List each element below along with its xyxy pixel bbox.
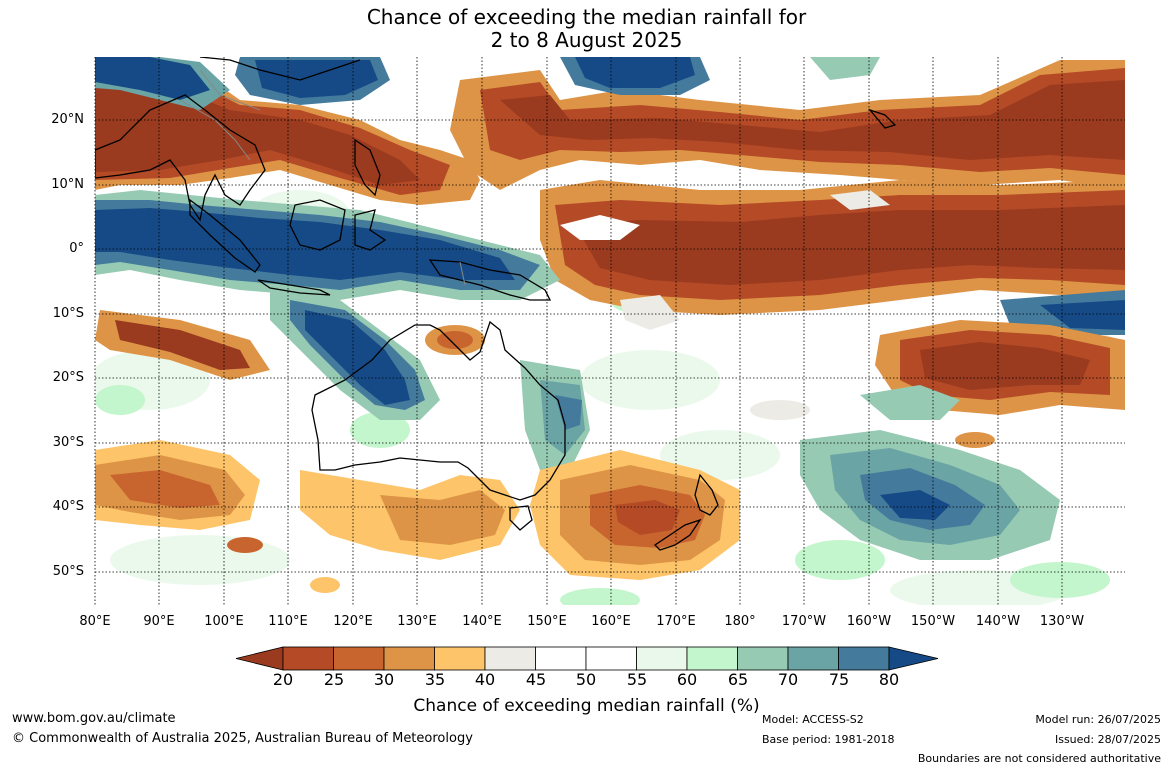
colorbar-label: Chance of exceeding median rainfall (%) <box>413 696 760 716</box>
colorbar-tick-55: 55 <box>626 670 648 689</box>
lat-label-50s: 50°S <box>52 564 84 579</box>
colorbar-extend-high <box>888 646 939 671</box>
lat-label-40s: 40°S <box>52 499 84 514</box>
colorbar-extend-low <box>235 646 284 671</box>
lon-label-150e: 150°E <box>527 614 567 629</box>
political-boundaries <box>179 69 466 286</box>
colorbar-swatch <box>434 646 486 671</box>
map-title-line1: Chance of exceeding the median rainfall … <box>366 5 807 29</box>
graticule <box>94 57 1125 605</box>
lon-label-150w: 150°W <box>910 614 956 629</box>
colorbar-tick-60: 60 <box>676 670 698 689</box>
colorbar-tick-65: 65 <box>727 670 749 689</box>
colorbar-tick-35: 35 <box>424 670 446 689</box>
lon-label-80e: 80°E <box>79 614 111 629</box>
lon-label-180: 180° <box>724 614 756 629</box>
lat-label-10n: 10°N <box>51 177 84 192</box>
colorbar-tick-75: 75 <box>828 670 850 689</box>
lon-label-130w: 130°W <box>1039 614 1085 629</box>
lon-label-140w: 140°W <box>975 614 1021 629</box>
lon-label-100e: 100°E <box>204 614 244 629</box>
colorbar-swatch <box>585 646 637 671</box>
map-title-line2: 2 to 8 August 2025 <box>490 28 683 52</box>
lat-label-0: 0° <box>69 241 84 256</box>
lon-label-130e: 130°E <box>397 614 437 629</box>
lon-label-120e: 120°E <box>333 614 373 629</box>
colorbar-swatch <box>636 646 688 671</box>
lon-label-140e: 140°E <box>462 614 502 629</box>
footer-disclaimer: Boundaries are not considered authoritat… <box>917 752 1161 765</box>
lon-label-90e: 90°E <box>143 614 175 629</box>
footer-model-run: Model run: 26/07/2025 <box>1035 713 1161 726</box>
colorbar-swatch <box>484 646 536 671</box>
lat-label-20n: 20°N <box>51 112 84 127</box>
colorbar-tick-70: 70 <box>777 670 799 689</box>
colorbar-swatch <box>686 646 738 671</box>
lon-label-170w: 170°W <box>781 614 827 629</box>
footer-model: Model: ACCESS-S2 <box>762 713 864 726</box>
colorbar-tick-30: 30 <box>373 670 395 689</box>
colorbar-tick-20: 20 <box>272 670 294 689</box>
colorbar-tick-50: 50 <box>575 670 597 689</box>
footer-issued: Issued: 28/07/2025 <box>1054 733 1161 746</box>
colorbar-swatch <box>838 646 890 671</box>
colorbar-swatch <box>737 646 789 671</box>
lon-label-110e: 110°E <box>268 614 308 629</box>
coastlines <box>95 57 897 551</box>
lon-label-160e: 160°E <box>591 614 631 629</box>
colorbar-swatch <box>535 646 587 671</box>
colorbar-tick-45: 45 <box>525 670 547 689</box>
lat-label-20s: 20°S <box>52 370 84 385</box>
lon-label-160w: 160°W <box>846 614 892 629</box>
colorbar-swatch <box>787 646 839 671</box>
colorbar-swatch <box>333 646 385 671</box>
colorbar-tick-25: 25 <box>323 670 345 689</box>
lon-label-170e: 170°E <box>656 614 696 629</box>
footer-website-link[interactable]: www.bom.gov.au/climate <box>12 711 176 726</box>
colorbar-swatch <box>282 646 334 671</box>
colorbar-swatch <box>383 646 435 671</box>
map-field <box>95 57 1125 605</box>
rainfall-map <box>94 57 1125 671</box>
colorbar-tick-80: 80 <box>878 670 900 689</box>
footer-base-period: Base period: 1981-2018 <box>762 733 895 746</box>
lat-label-10s: 10°S <box>52 306 84 321</box>
footer-copyright: © Commonwealth of Australia 2025, Austra… <box>12 731 473 746</box>
colorbar <box>235 646 939 671</box>
lat-label-30s: 30°S <box>52 435 84 450</box>
colorbar-tick-40: 40 <box>474 670 496 689</box>
